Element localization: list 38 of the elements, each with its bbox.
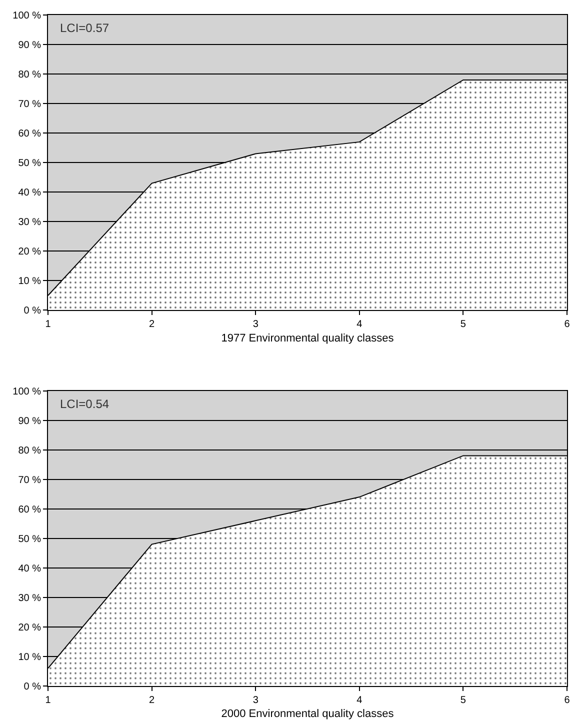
- annotation: LCI=0.57: [60, 21, 110, 35]
- y-tick-label: 30 %: [18, 592, 42, 604]
- y-tick-label: 90 %: [18, 416, 42, 427]
- x-tick-label: 2: [149, 319, 156, 330]
- y-tick-label: 30 %: [18, 217, 42, 228]
- y-tick-label: 60 %: [18, 504, 42, 516]
- y-tick-label: 10 %: [18, 652, 42, 663]
- y-tick-label: 90 %: [18, 40, 42, 52]
- y-tick-label: 40 %: [18, 188, 42, 199]
- y-tick-label: 70 %: [18, 474, 42, 486]
- y-tick-label: 80 %: [18, 445, 42, 456]
- y-tick-label: 50 %: [18, 158, 42, 170]
- x-tick-label: 5: [460, 695, 466, 706]
- x-tick-label: 2: [149, 695, 156, 706]
- x-axis-title: 2000 Environmental quality classes: [221, 708, 394, 720]
- x-tick-label: 3: [252, 319, 259, 330]
- y-tick-label: 100 %: [12, 386, 42, 398]
- y-tick-label: 0 %: [24, 682, 42, 692]
- y-tick-label: 70 %: [18, 99, 42, 110]
- y-tick-label: 100 %: [12, 10, 42, 22]
- x-axis-title: 1977 Environmental quality classes: [221, 332, 394, 344]
- x-tick-label: 5: [460, 319, 466, 330]
- x-tick-label: 1: [45, 319, 52, 330]
- y-tick-label: 10 %: [18, 276, 42, 288]
- y-tick-label: 20 %: [18, 246, 42, 258]
- x-tick-label: 6: [564, 319, 570, 330]
- x-tick-label: 3: [252, 695, 259, 706]
- x-tick-label: 6: [564, 695, 570, 706]
- y-tick-label: 60 %: [18, 128, 42, 140]
- y-tick-label: 40 %: [18, 563, 42, 574]
- y-tick-label: 80 %: [18, 70, 42, 81]
- x-tick-label: 1: [45, 695, 52, 706]
- y-tick-label: 20 %: [18, 622, 42, 634]
- x-tick-label: 4: [356, 319, 363, 330]
- y-tick-label: 50 %: [18, 534, 42, 545]
- x-tick-label: 4: [356, 695, 363, 706]
- annotation: LCI=0.54: [60, 397, 110, 411]
- y-tick-label: 0 %: [24, 306, 42, 317]
